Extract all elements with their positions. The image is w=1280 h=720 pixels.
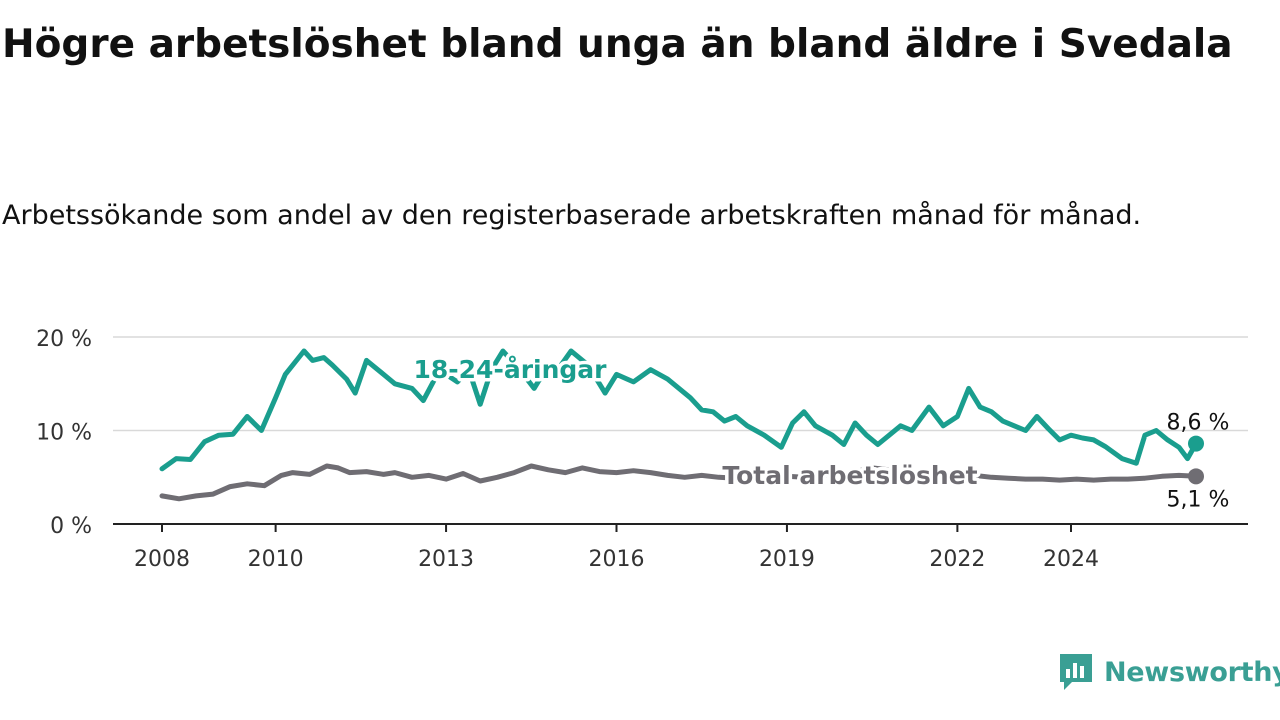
chart-subtitle: Arbetssökande som andel av den registerb… (2, 200, 1142, 231)
x-tick-label: 2016 (589, 547, 645, 572)
series-lines (159, 348, 1204, 502)
x-tick-label: 2013 (418, 547, 474, 572)
x-tick-label: 2019 (759, 547, 815, 572)
newsworthy-logo-icon (1060, 654, 1092, 690)
series-label-youth: 18-24-åringar (414, 355, 608, 384)
y-tick-label: 0 % (50, 514, 92, 539)
series-label-total: Total arbetslöshet (722, 461, 977, 490)
series-line-total (159, 463, 1199, 502)
series-end-label: 5,1 % (1167, 487, 1230, 512)
y-tick-label: 20 % (36, 327, 92, 352)
series-line-youth (159, 348, 1199, 472)
chart-title: Högre arbetslöshet bland unga än bland ä… (2, 22, 1233, 67)
series-end-dot (1188, 435, 1204, 452)
brand-name: Newsworthy (1104, 656, 1280, 688)
x-tick-label: 2008 (134, 547, 190, 572)
series-labels: 8,6 % 5,1 % 18-24-åringar Total arbetslöshe… (410, 352, 1230, 513)
brand-logo: Newsworthy (1058, 652, 1280, 692)
series-end-dot (1188, 468, 1204, 485)
x-tick-label: 2010 (248, 547, 304, 572)
y-tick-label: 10 % (36, 421, 92, 446)
grid-lines (113, 336, 1248, 432)
series-end-label: 8,6 % (1167, 411, 1230, 436)
x-axis: 2008 2010 2013 2016 2019 2022 2024 (113, 523, 1248, 572)
x-tick-label: 2024 (1043, 547, 1099, 572)
y-axis-ticks: 0 % 10 % 20 % (36, 327, 92, 539)
x-tick-label: 2022 (929, 547, 985, 572)
